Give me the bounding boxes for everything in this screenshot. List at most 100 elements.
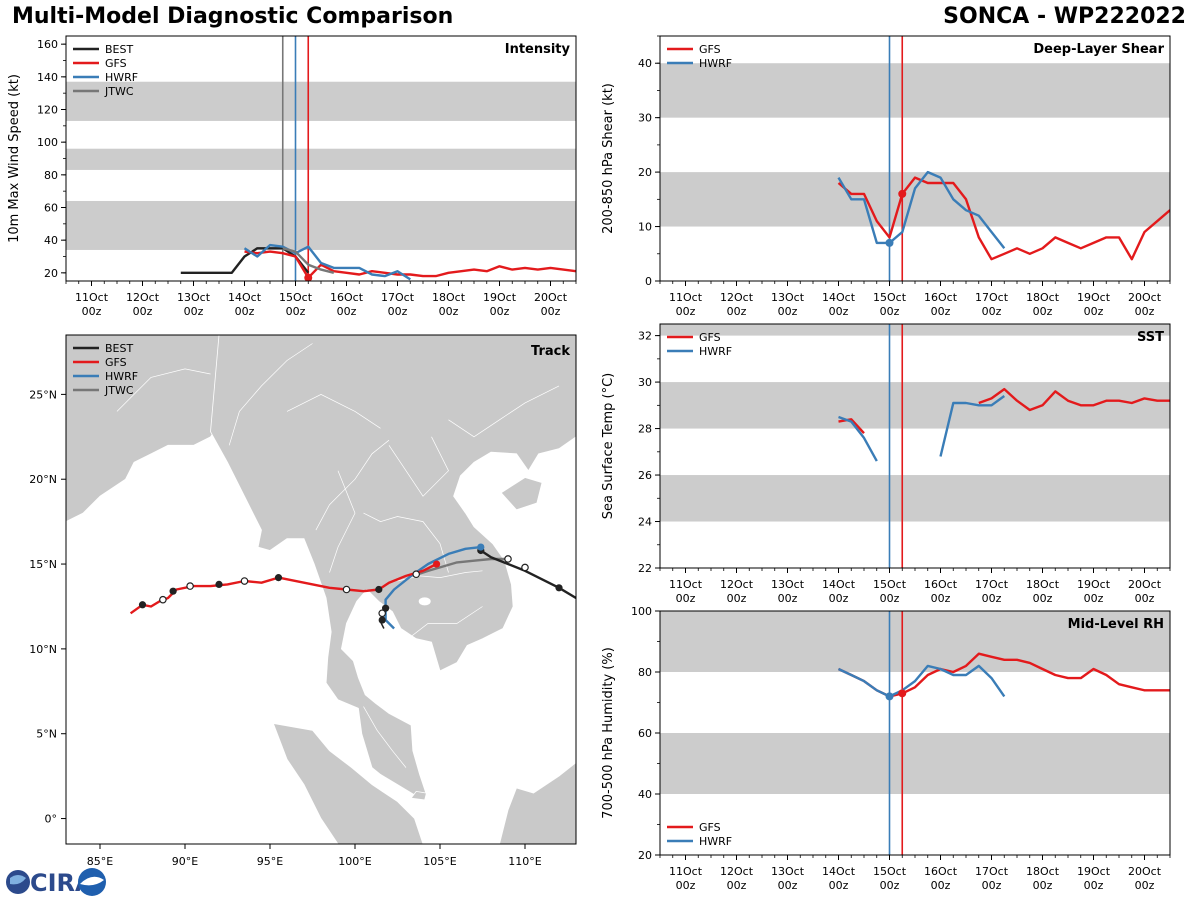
track-marker-open <box>412 570 421 579</box>
track-line-jtwc <box>412 557 507 578</box>
y-axis-label: Sea Surface Temp (°C) <box>601 373 616 520</box>
x-tick-sublabel: 00z <box>982 592 1002 605</box>
y-tick-label: 160 <box>37 38 58 51</box>
x-tick-label: 16Oct <box>924 291 958 304</box>
x-tick-sublabel: 00z <box>778 592 798 605</box>
x-tick-label: 15Oct <box>873 291 907 304</box>
x-tick-sublabel: 00z <box>1033 305 1053 318</box>
plot-area <box>838 324 1170 568</box>
y-tick-label: 120 <box>37 104 58 117</box>
x-tick-label: 11Oct <box>75 291 109 304</box>
legend-label-best: BEST <box>105 342 133 355</box>
y-tick-label: 20°N <box>29 473 57 486</box>
legend-label-jtwc: JTWC <box>104 384 134 397</box>
x-tick-label: 17Oct <box>975 865 1009 878</box>
x-tick-sublabel: 00z <box>676 305 696 318</box>
x-tick-label: 95°E <box>257 855 283 868</box>
legend-label-hwrf: HWRF <box>699 345 732 358</box>
y-tick-label: 5°N <box>36 728 57 741</box>
x-tick-sublabel: 00z <box>880 305 900 318</box>
axes-frame <box>659 35 1171 282</box>
y-tick-label: 10 <box>638 221 652 234</box>
y-tick-label: 32 <box>638 330 652 343</box>
x-tick-sublabel: 00z <box>1135 879 1155 892</box>
x-tick-sublabel: 00z <box>490 305 510 318</box>
land-area <box>210 335 576 796</box>
country-border <box>286 394 381 429</box>
x-tick-sublabel: 00z <box>880 592 900 605</box>
x-tick-label: 18Oct <box>1026 291 1060 304</box>
x-tick-sublabel: 00z <box>931 592 951 605</box>
series-line-hwrf <box>838 415 878 462</box>
x-tick-sublabel: 00z <box>778 305 798 318</box>
legend-label-hwrf: HWRF <box>105 370 138 383</box>
legend-label-hwrf: HWRF <box>699 57 732 70</box>
shaded-band <box>66 200 576 250</box>
x-tick-label: 20Oct <box>1128 865 1162 878</box>
y-tick-label: 140 <box>37 71 58 84</box>
x-tick-sublabel: 00z <box>829 305 849 318</box>
y-tick-label: 22 <box>638 562 652 575</box>
x-tick-label: 19Oct <box>483 291 517 304</box>
x-tick-label: 12Oct <box>126 291 160 304</box>
x-tick-sublabel: 00z <box>184 305 204 318</box>
x-tick-label: 11Oct <box>669 578 703 591</box>
y-tick-label: 30 <box>638 112 652 125</box>
series-line-gfs <box>837 176 1170 261</box>
x-tick-label: 16Oct <box>924 578 958 591</box>
x-tick-label: 12Oct <box>720 291 754 304</box>
legend-label-gfs: GFS <box>105 57 127 70</box>
marker-hwrf <box>885 238 894 247</box>
y-tick-label: 40 <box>638 788 652 801</box>
y-tick-label: 10°N <box>29 643 57 656</box>
y-tick-label: 20 <box>638 849 652 862</box>
intensity-panel: 2040608010012014016011Oct00z12Oct00z13Oc… <box>7 35 577 318</box>
x-tick-sublabel: 00z <box>286 305 306 318</box>
x-tick-sublabel: 00z <box>1135 305 1155 318</box>
x-tick-label: 11Oct <box>669 291 703 304</box>
legend-label-hwrf: HWRF <box>105 71 138 84</box>
page-title: Multi-Model Diagnostic Comparison <box>12 4 454 29</box>
country-border <box>448 385 560 438</box>
x-tick-label: 11Oct <box>669 865 703 878</box>
series-line-gfs <box>838 418 865 435</box>
country-border <box>315 439 390 531</box>
x-tick-sublabel: 00z <box>880 879 900 892</box>
x-tick-sublabel: 00z <box>676 879 696 892</box>
x-tick-label: 19Oct <box>1077 291 1111 304</box>
x-tick-sublabel: 00z <box>982 305 1002 318</box>
x-tick-label: 19Oct <box>1077 865 1111 878</box>
x-tick-sublabel: 00z <box>829 592 849 605</box>
axes-frame <box>65 35 577 282</box>
track-panel: 85°E 90°E 95°E 100°E 105°E 110°E 0° 5°N 10°N 15°N… <box>29 334 577 868</box>
track-marker-filled <box>215 580 223 589</box>
y-tick-label: 0° <box>45 813 58 826</box>
track-marker-open <box>240 577 249 585</box>
x-tick-label: 13Oct <box>771 865 805 878</box>
country-border <box>228 343 313 446</box>
x-tick-sublabel: 00z <box>337 305 357 318</box>
track-marker-open <box>159 595 167 604</box>
series-line-gfs <box>244 250 576 279</box>
x-tick-sublabel: 00z <box>982 879 1002 892</box>
track-marker-hwrf <box>477 543 485 551</box>
x-tick-label: 14Oct <box>228 291 262 304</box>
plot-area <box>837 36 1170 281</box>
x-tick-label: 16Oct <box>330 291 364 304</box>
x-tick-sublabel: 00z <box>676 592 696 605</box>
x-tick-sublabel: 00z <box>727 592 747 605</box>
x-tick-label: 14Oct <box>822 578 856 591</box>
y-tick-label: 20 <box>44 267 58 280</box>
country-border <box>363 706 407 768</box>
track-marker-gfs <box>433 560 441 568</box>
globe-land-icon <box>10 875 26 885</box>
series-line-jtwc <box>282 247 335 274</box>
x-tick-sublabel: 00z <box>439 305 459 318</box>
series-line-gfs <box>978 387 1170 412</box>
x-tick-sublabel: 00z <box>727 879 747 892</box>
axes-frame <box>659 323 1171 569</box>
land-area <box>410 790 427 801</box>
legend-label-hwrf: HWRF <box>699 835 732 848</box>
x-tick-label: 17Oct <box>975 578 1009 591</box>
x-tick-label: 110°E <box>508 855 541 868</box>
